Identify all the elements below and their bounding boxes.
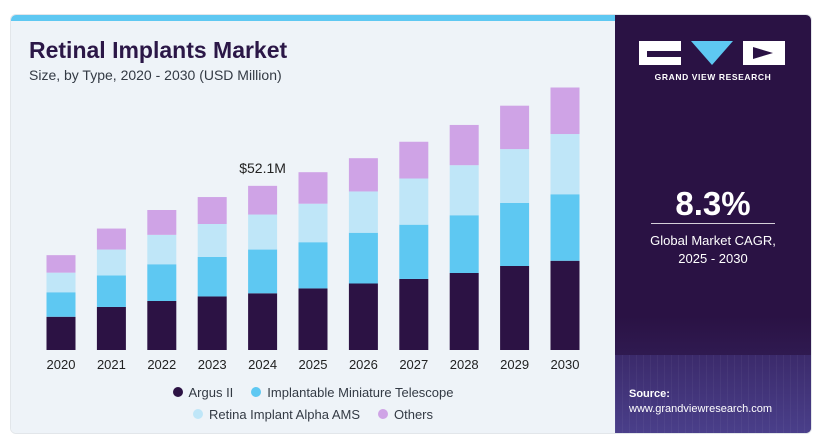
chart-legend: Argus II Implantable Miniature Telescope… [11,381,615,425]
legend-swatch-telescope [251,387,262,397]
bar-segment-others-2024 [248,185,278,215]
bar-segment-alpha-ams-2022 [147,234,177,265]
x-tick-label: 2024 [248,357,277,372]
bar-segment-telescope-2021 [96,275,126,307]
x-tick-label: 2022 [147,357,176,372]
bar-segment-alpha-ams-2025 [298,203,328,243]
legend-swatch-argus [172,387,183,397]
source-label: Source: [629,388,670,400]
bar-segment-alpha-ams-2030 [550,134,580,195]
value-annotation: $52.1M [239,160,286,176]
bar-segment-argus-2020 [46,316,76,350]
bar-segment-telescope-2026 [348,232,378,284]
legend-label-telescope: Implantable Miniature Telescope [267,384,454,400]
legend-item-argus: Argus II [172,384,234,400]
bar-segment-alpha-ams-2026 [348,191,378,233]
legend-swatch-alpha-ams [192,409,203,419]
bar-segment-alpha-ams-2029 [500,149,530,203]
chart-subtitle: Size, by Type, 2020 - 2030 (USD Million) [29,67,282,83]
accent-bar [11,15,615,21]
legend-row: Retina Implant Alpha AMS Others [11,403,615,425]
bar-segment-argus-2026 [348,283,378,350]
divider [651,223,775,224]
bar-segment-telescope-2025 [298,242,328,289]
bar-segment-others-2020 [46,255,76,273]
source-band [615,355,811,433]
x-tick-label: 2025 [299,357,328,372]
bar-segment-argus-2024 [248,293,278,350]
legend-label-others: Others [394,406,434,422]
cagr-label: Global Market CAGR, 2025 - 2030 [615,232,811,268]
bar-segment-telescope-2029 [500,203,530,266]
bar-segment-argus-2023 [197,296,227,350]
x-tick-label: 2020 [47,357,76,372]
x-tick-label: 2027 [399,357,428,372]
bar-segment-argus-2028 [449,273,479,350]
legend-item-alpha-ams: Retina Implant Alpha AMS [192,406,360,422]
legend-swatch-others [378,409,388,419]
source-link[interactable]: www.grandviewresearch.com [629,403,773,415]
stacked-bar-chart: 2020 2021 2022 2023 2024 $52.1M 2025 2026 2027 20… [46,87,580,372]
x-tick-label: 2026 [349,357,378,372]
bar-segment-argus-2021 [96,306,126,350]
bar-segment-argus-2030 [550,260,580,350]
cagr-value: 8.3% [675,185,751,222]
infographic-card: Retinal Implants Market Size, by Type, 2… [10,14,812,434]
x-tick-label: 2028 [450,357,479,372]
cagr-label-line1: Global Market CAGR, [650,233,776,248]
stats-sidebar: GRAND VIEW RESEARCH 8.3% Global Market C… [615,15,811,433]
legend-item-others: Others [378,407,433,422]
bar-segment-alpha-ams-2024 [248,214,278,250]
bar-segment-others-2025 [298,172,328,204]
bar-segment-alpha-ams-2023 [197,224,227,257]
legend-item-telescope: Implantable Miniature Telescope [251,384,454,400]
bar-segment-argus-2027 [399,278,429,350]
chart-title: Retinal Implants Market [29,37,288,63]
bar-segment-argus-2022 [147,301,177,350]
bar-segment-telescope-2023 [197,256,227,297]
bar-segment-argus-2029 [500,266,530,350]
bar-segment-telescope-2024 [248,249,278,294]
bar-segment-argus-2025 [298,288,328,350]
bar-segment-alpha-ams-2027 [399,178,429,225]
bar-segment-others-2023 [197,197,227,224]
x-tick-label: 2029 [500,357,529,372]
bar-segment-telescope-2020 [46,292,76,317]
bar-segment-alpha-ams-2020 [46,272,76,293]
bar-segment-others-2029 [500,105,530,150]
bar-segment-others-2027 [399,141,429,179]
bar-segment-others-2022 [147,210,177,235]
chart-panel: Retinal Implants Market Size, by Type, 2… [11,15,615,433]
bar-segment-others-2030 [550,87,580,135]
bar-segment-alpha-ams-2028 [449,165,479,216]
brand-name: GRAND VIEW RESEARCH [654,72,772,82]
bar-segment-telescope-2030 [550,194,580,261]
x-tick-label: 2021 [97,357,126,372]
legend-label-alpha-ams: Retina Implant Alpha AMS [208,406,360,422]
x-tick-label: 2030 [551,357,580,372]
bar-segment-telescope-2027 [399,224,429,279]
legend-row: Argus II Implantable Miniature Telescope [11,381,615,403]
legend-label-argus: Argus II [188,384,234,400]
gvr-logo-icon [639,41,785,65]
cagr-label-line2: 2025 - 2030 [678,251,748,266]
bar-segment-others-2026 [348,158,378,192]
bar-segment-telescope-2022 [147,264,177,301]
bar-segment-others-2028 [449,124,479,166]
bar-segment-others-2021 [96,228,126,250]
x-tick-label: 2023 [198,357,227,372]
bar-segment-alpha-ams-2021 [96,249,126,276]
bar-segment-telescope-2028 [449,215,479,273]
